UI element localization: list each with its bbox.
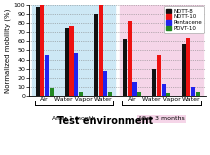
Text: After 3 months: After 3 months (138, 116, 185, 121)
Bar (186, 38, 190, 96)
Bar (137, 91, 141, 96)
Text: After 1 month: After 1 month (52, 116, 96, 121)
Bar (65, 28, 69, 96)
Bar (32, 5, 115, 96)
Bar (191, 87, 195, 96)
Bar (123, 39, 127, 96)
Bar (133, 82, 136, 96)
Bar (103, 71, 107, 96)
Bar (157, 55, 161, 96)
Bar (108, 91, 112, 96)
Bar (40, 5, 44, 96)
Legend: NDTT-8, NDTT-10, Pentacene, PDVT-10: NDTT-8, NDTT-10, Pentacene, PDVT-10 (164, 6, 204, 33)
Bar (74, 53, 78, 96)
Bar (79, 92, 83, 96)
Bar (69, 26, 73, 96)
Text: Test environment: Test environment (57, 116, 153, 126)
Bar (45, 55, 49, 96)
Bar (152, 69, 156, 96)
Y-axis label: Normalized mobility (%): Normalized mobility (%) (4, 8, 11, 93)
Bar (50, 88, 54, 96)
Bar (35, 7, 40, 96)
Bar (94, 14, 98, 96)
Bar (120, 5, 203, 96)
Bar (182, 44, 186, 96)
Bar (166, 93, 171, 96)
Bar (162, 84, 166, 96)
Bar (196, 91, 200, 96)
Bar (99, 5, 103, 96)
Bar (128, 21, 132, 96)
